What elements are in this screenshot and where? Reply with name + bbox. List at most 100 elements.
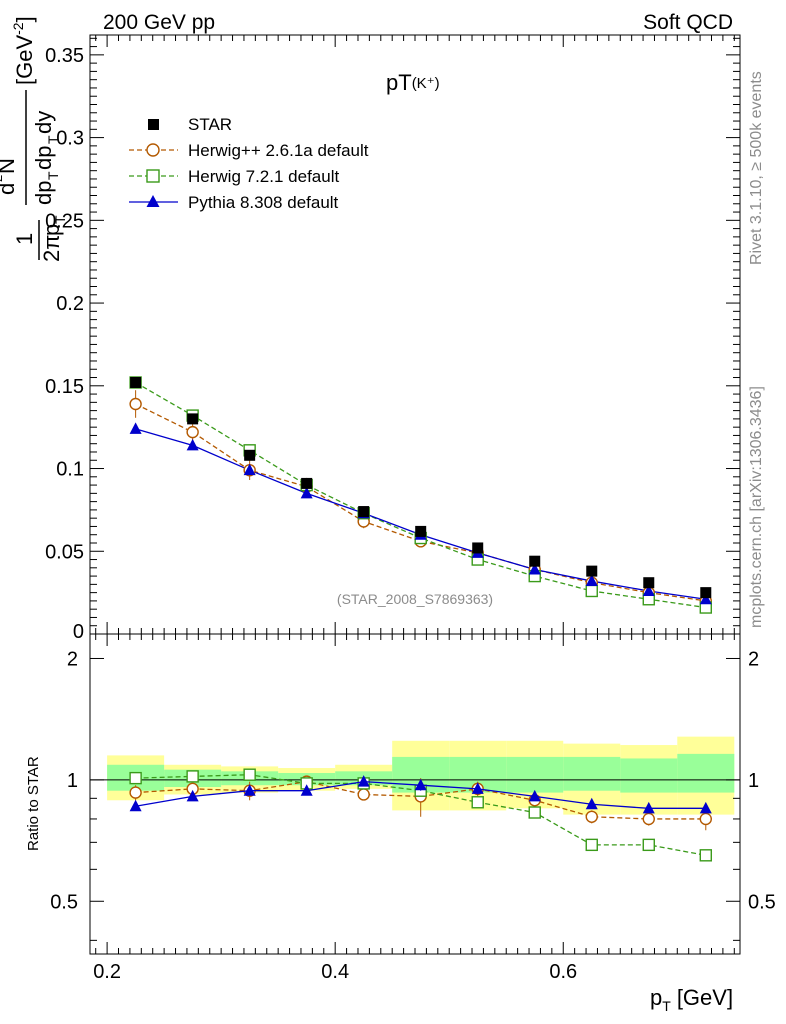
x-tick-label: 0.6 bbox=[549, 961, 577, 983]
band-green-bin bbox=[620, 758, 678, 793]
ratio-point-series-1 bbox=[585, 810, 598, 823]
main-point-series-3 bbox=[699, 592, 712, 605]
main-point-series-0 bbox=[586, 565, 598, 577]
ratio-point-series-1 bbox=[699, 812, 712, 826]
svg-text:1: 1 bbox=[12, 233, 37, 245]
main-y-unit-exp: -2 bbox=[10, 22, 26, 35]
band-green-bin bbox=[677, 753, 735, 793]
ratio-y-tick-label-right: 1 bbox=[748, 770, 759, 792]
ratio-point-series-3 bbox=[129, 799, 142, 812]
ratio-y-tick-label-right: 0.5 bbox=[748, 891, 776, 913]
main-point-series-0 bbox=[301, 477, 313, 489]
main-point-series-3 bbox=[129, 422, 142, 434]
ratio-y-tick-label-right: 2 bbox=[748, 648, 759, 670]
ratio-point-series-2 bbox=[585, 838, 598, 852]
svg-text:2: 2 bbox=[0, 175, 5, 182]
main-y-tick-label: 0.05 bbox=[45, 541, 84, 563]
main-point-series-3 bbox=[300, 486, 313, 499]
main-point-series-0 bbox=[529, 555, 541, 567]
svg-text:T: T bbox=[45, 171, 61, 180]
header-left: 200 GeV pp bbox=[103, 11, 215, 34]
x-axis-label: pT [GeV] bbox=[650, 985, 733, 1014]
legend-label-herwigpp: Herwig++ 2.6.1a default bbox=[188, 141, 369, 160]
main-y-tick-label: 0.15 bbox=[45, 376, 84, 398]
main-y-tick-label-zero: 0 bbox=[73, 621, 84, 643]
legend-entry-herwig7: Herwig 7.2.1 default bbox=[129, 167, 339, 186]
main-point-series-1 bbox=[186, 425, 199, 439]
ratio-point-series-3 bbox=[300, 784, 313, 796]
rivet-watermark: Rivet 3.1.10, ≥ 500k events bbox=[748, 71, 765, 265]
x-axis-label-sub: T bbox=[662, 998, 671, 1014]
legend-label-herwig7: Herwig 7.2.1 default bbox=[188, 167, 339, 186]
ratio-point-series-1 bbox=[642, 812, 655, 826]
main-line-series-1 bbox=[135, 403, 706, 602]
main-point-series-3 bbox=[642, 584, 655, 596]
band-green-bin bbox=[563, 756, 621, 791]
ratio-point-series-3 bbox=[471, 782, 484, 794]
ratio-point-series-2 bbox=[186, 770, 199, 783]
legend-marker-star bbox=[148, 119, 159, 130]
x-tick-label: 0.4 bbox=[321, 961, 349, 983]
main-line-series-3 bbox=[135, 428, 706, 600]
ratio-y-tick-label: 2 bbox=[67, 648, 78, 670]
main-y-tick-label: 0.25 bbox=[45, 210, 84, 232]
main-point-series-0 bbox=[187, 413, 199, 425]
main-point-series-3 bbox=[186, 438, 199, 451]
main-point-series-0 bbox=[244, 449, 256, 461]
svg-text:p: p bbox=[39, 224, 64, 236]
ratio-panel-data bbox=[129, 768, 712, 862]
main-point-series-0 bbox=[415, 525, 427, 537]
main-point-series-0 bbox=[472, 542, 484, 554]
main-point-series-3 bbox=[528, 562, 541, 575]
svg-text:dp: dp bbox=[31, 181, 56, 205]
x-axis-label-p: p bbox=[650, 985, 662, 1010]
ratio-point-series-2 bbox=[528, 806, 541, 819]
svg-text:dp: dp bbox=[31, 146, 56, 170]
ratio-point-series-3 bbox=[243, 784, 256, 796]
main-point-series-2 bbox=[585, 584, 598, 598]
main-point-series-0 bbox=[130, 376, 142, 388]
ratio-point-series-2 bbox=[129, 771, 142, 785]
legend-entry-herwigpp: Herwig++ 2.6.1a default bbox=[129, 141, 369, 160]
analysis-id: (STAR_2008_S7869363) bbox=[337, 591, 493, 607]
legend: STAR Herwig++ 2.6.1a default Herwig 7.2.… bbox=[129, 115, 369, 212]
ratio-point-series-3 bbox=[357, 775, 370, 787]
ratio-y-tick-label: 1 bbox=[67, 770, 78, 792]
legend-marker-herwig7 bbox=[146, 169, 160, 183]
svg-text:d: d bbox=[0, 183, 19, 195]
ratio-line-series-1 bbox=[135, 780, 706, 820]
ratio-y-tick-label: 0.5 bbox=[50, 891, 78, 913]
legend-marker-herwigpp bbox=[146, 143, 160, 157]
plot-title-text: pT bbox=[386, 70, 412, 95]
svg-text:[GeV-2]: [GeV-2] bbox=[10, 16, 37, 85]
axes: 0.2 0.4 0.6 0.05 0.1 0.15 0.2 0.25 0.3 0.35 0 0.5 0.… bbox=[45, 34, 776, 983]
main-point-series-0 bbox=[700, 587, 712, 599]
legend-label-star: STAR bbox=[188, 115, 232, 134]
main-y-tick-label: 0.2 bbox=[56, 293, 84, 315]
main-point-series-3 bbox=[585, 574, 598, 587]
main-y-unit-close: ] bbox=[12, 16, 37, 22]
plot-title: pT(K⁺) bbox=[386, 70, 440, 95]
legend-marker-pythia bbox=[146, 195, 160, 207]
ratio-point-series-3 bbox=[528, 789, 541, 802]
main-y-tick-label: 0.3 bbox=[56, 128, 84, 150]
main-line-series-2 bbox=[135, 381, 706, 609]
band-green-bin bbox=[506, 756, 564, 793]
legend-label-pythia: Pythia 8.308 default bbox=[188, 193, 339, 212]
ratio-point-series-3 bbox=[585, 797, 598, 810]
x-axis-label-unit: [GeV] bbox=[677, 985, 733, 1010]
ratio-point-series-1 bbox=[129, 786, 142, 799]
main-point-series-0 bbox=[643, 577, 655, 589]
legend-entry-star: STAR bbox=[148, 115, 232, 134]
main-y-axis-label: 1 2π p T d 2 N dp T dp T dy [GeV-2] bbox=[0, 16, 68, 262]
svg-text:dy: dy bbox=[31, 111, 56, 134]
ratio-point-series-1 bbox=[357, 788, 370, 801]
ratio-point-series-2 bbox=[471, 796, 484, 809]
x-tick-label: 0.2 bbox=[93, 961, 121, 983]
ratio-point-series-3 bbox=[186, 789, 199, 802]
plot-title-particle: (K⁺) bbox=[412, 75, 440, 92]
header-right: Soft QCD bbox=[643, 11, 733, 34]
mcplots-watermark: mcplots.cern.ch [arXiv:1306.3436] bbox=[748, 386, 765, 628]
ratio-y-axis-label: Ratio to STAR bbox=[25, 756, 42, 851]
